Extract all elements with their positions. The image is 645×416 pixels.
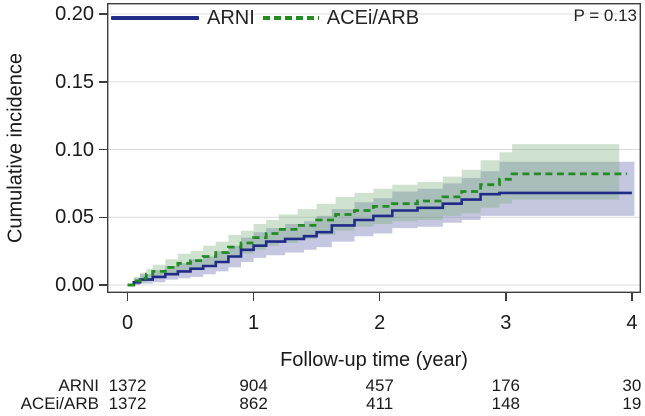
x-tick-label: 4 [626, 312, 638, 334]
survival-curve [127, 172, 627, 287]
p-value-annotation: P = 0.13 [573, 6, 638, 25]
y-tick-mark [99, 148, 107, 151]
x-tick-mark [126, 293, 129, 301]
y-tick-mark [99, 81, 107, 83]
x-tick-mark [252, 293, 255, 301]
x-tick-label: 3 [500, 312, 512, 334]
legend-label-arni: ARNI [207, 7, 255, 29]
risk-count: 176 [491, 376, 520, 395]
y-tick-mark [99, 216, 107, 218]
risk-row-label: ACEi/ARB [20, 394, 99, 413]
y-tick-label: 0.05 [55, 206, 94, 229]
risk-count: 148 [491, 394, 520, 413]
legend-solid-line-sample [111, 16, 199, 20]
legend: ARNI ACEi/ARB [111, 7, 419, 29]
plot-border [107, 3, 641, 293]
x-tick-mark [505, 293, 507, 301]
x-tick-mark [631, 293, 633, 301]
y-tick-label: 0.15 [55, 70, 94, 93]
x-tick-label: 0 [121, 312, 134, 334]
y-tick-mark [99, 284, 107, 286]
risk-row-label: ARNI [58, 376, 99, 395]
y-tick-label: 0.00 [55, 274, 94, 296]
survival-curve [127, 191, 632, 287]
risk-count: 19 [622, 394, 642, 413]
risk-count: 1372 [108, 394, 147, 413]
risk-count: 1372 [108, 376, 147, 395]
x-tick-mark [378, 293, 381, 301]
plot-area [107, 3, 641, 293]
legend-dashed-line-sample [262, 16, 319, 20]
risk-count: 30 [622, 376, 642, 395]
x-tick-label: 2 [374, 312, 386, 334]
y-tick-label: 0.10 [55, 138, 94, 161]
risk-count: 862 [239, 394, 268, 413]
y-tick-label: 0.20 [55, 3, 94, 25]
y-tick-mark [99, 13, 107, 15]
risk-count: 457 [365, 376, 394, 395]
x-axis-title: Follow-up time (year) [280, 349, 468, 371]
risk-count: 411 [366, 394, 394, 413]
legend-label-acei-arb: ACEi/ARB [326, 7, 420, 29]
risk-count: 904 [239, 376, 268, 395]
x-tick-label: 1 [248, 312, 260, 334]
